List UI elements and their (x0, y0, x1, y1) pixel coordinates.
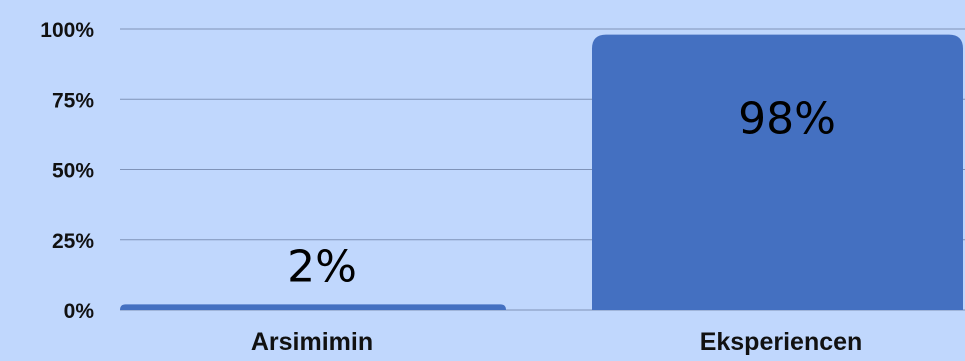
data-label-arsimimin: 2% (287, 241, 357, 292)
data-labels: 2% 98% (287, 94, 836, 293)
category-label-eksperiencen: Eksperiencen (700, 328, 863, 356)
data-label-eksperiencen: 98% (738, 94, 836, 145)
y-tick-label-50: 50% (52, 160, 94, 183)
y-tick-label-0: 0% (64, 300, 95, 323)
bar-arsimimin (120, 304, 506, 310)
y-tick-label-75: 75% (52, 89, 94, 112)
x-axis-category-labels: Arsimimin Eksperiencen (251, 328, 862, 356)
y-tick-label-100: 100% (40, 19, 94, 42)
bars (120, 34, 963, 311)
bar-eksperiencen (592, 34, 963, 311)
category-label-arsimimin: Arsimimin (251, 328, 373, 356)
y-tick-label-25: 25% (52, 230, 94, 253)
y-axis-tick-labels: 0% 25% 50% 75% 100% (40, 19, 94, 323)
